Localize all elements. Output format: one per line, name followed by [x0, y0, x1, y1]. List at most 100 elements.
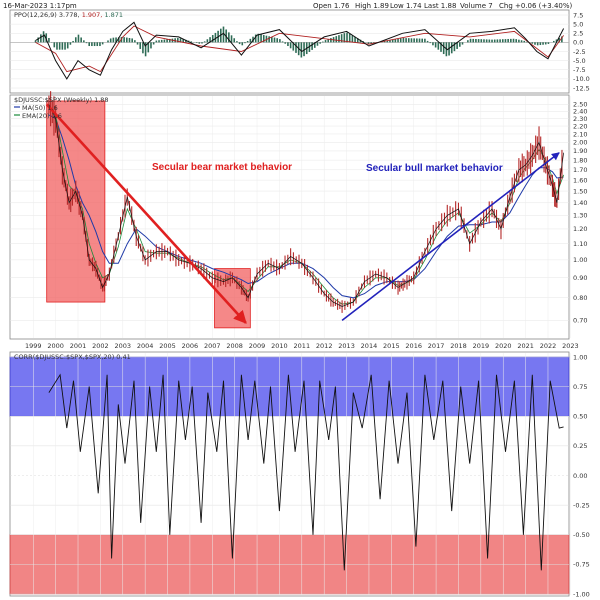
ppo-histogram-bar — [168, 38, 171, 43]
ppo-histogram-bar — [416, 38, 418, 43]
price-y-tick-label: 1.00 — [573, 256, 587, 264]
x-tick-label: 2006 — [182, 342, 199, 350]
ppo-histogram-bar — [424, 38, 426, 43]
ppo-histogram-bar — [493, 39, 496, 43]
ppo-histogram-bar — [72, 40, 74, 43]
ppo-histogram-bar — [166, 39, 168, 43]
x-tick-label: 2016 — [405, 342, 422, 350]
ppo-histogram-bar — [64, 42, 66, 50]
ppo-histogram-bar — [311, 42, 313, 50]
ppo-histogram-bar — [504, 39, 507, 43]
x-tick-label: 2008 — [226, 342, 243, 350]
price-y-tick-label: 0.90 — [573, 274, 587, 282]
price-y-tick-label: 0.70 — [573, 317, 587, 325]
price-y-tick-label: 1.70 — [573, 166, 587, 174]
ppo-histogram-bar — [190, 41, 193, 43]
ppo-histogram-bar — [158, 40, 160, 43]
ppo-histogram-bar — [83, 40, 85, 43]
ema20-legend: EMA(20) 1.6 — [22, 112, 62, 120]
ppo-y-tick-label: -5.0 — [573, 57, 586, 65]
corr-y-tick-label: 0.75 — [573, 383, 587, 391]
ppo-histogram-bar — [61, 42, 64, 50]
ppo-histogram-bar — [555, 39, 558, 43]
x-tick-label: 2018 — [450, 342, 467, 350]
price-y-tick-label: 2.20 — [573, 122, 587, 130]
ppo-histogram-bar — [93, 42, 96, 47]
x-tick-label: 2017 — [428, 342, 445, 350]
ppo-histogram-bar — [268, 36, 270, 43]
corr-y-tick-label: 0.00 — [573, 472, 587, 480]
x-tick-label: 2023 — [562, 342, 579, 350]
ppo-histogram-bar — [48, 37, 50, 43]
ma50-legend: MA(50) 1.6 — [22, 104, 58, 112]
ppo-histogram-bar — [303, 42, 305, 57]
ppo-histogram-bar — [201, 42, 203, 44]
ppo-histogram-bar — [45, 33, 48, 43]
ppo-histogram-bar — [257, 33, 260, 43]
ppo-histogram-bar — [163, 39, 166, 43]
x-tick-label: 2012 — [316, 342, 333, 350]
ppo-histogram-bar — [128, 37, 131, 43]
ppo-histogram-bar — [209, 37, 211, 43]
price-panel: 2.502.402.302.202.102.001.901.80 1.70 1.60… — [10, 91, 587, 338]
ppo-y-tick-label: 5.0 — [573, 20, 583, 28]
price-y-tick-label: 1.20 — [573, 225, 587, 233]
ppo-histogram-bar — [477, 39, 480, 43]
ppo-histogram-bar — [139, 42, 142, 49]
ppo-histogram-bar — [418, 38, 421, 43]
price-y-tick-label: 2.00 — [573, 139, 587, 147]
ppo-histogram-bar — [316, 42, 319, 46]
ppo-histogram-bar — [561, 36, 563, 43]
ppo-histogram-bar — [150, 42, 152, 49]
ppo-histogram-bar — [421, 38, 424, 43]
ppo-histogram-bar — [340, 34, 343, 43]
ppo-histogram-bar — [367, 42, 370, 44]
bull-annotation: Secular bull market behavior — [366, 163, 503, 174]
ppo-histogram-bar — [147, 42, 150, 53]
header-volume: Volume 7 — [460, 2, 493, 10]
ppo-histogram-bar — [330, 38, 332, 43]
price-y-tick-label: 2.30 — [573, 115, 587, 123]
x-tick-label: 2000 — [47, 342, 64, 350]
ppo-histogram-bar — [383, 41, 386, 43]
ppo-histogram-bar — [491, 39, 493, 43]
price-y-tick-label: 0.80 — [573, 294, 587, 302]
ppo-histogram-bar — [136, 42, 139, 45]
ppo-y-tick-label: 7.5 — [573, 11, 583, 19]
ppo-histogram-bar — [531, 42, 534, 44]
ppo-legend-signal: 1.907, — [82, 11, 103, 19]
ppo-histogram-bar — [536, 42, 539, 46]
bear-arrow — [45, 103, 247, 324]
corr-y-tick-label: -0.25 — [573, 501, 590, 509]
corr-panel: 1.00 0.75 0.50 0.25 0.00 -0.25 -0.50 -0.75 -1.00 — [9, 353, 590, 598]
ppo-histogram-bar — [501, 39, 504, 43]
price-y-tick-label: 1.30 — [573, 212, 587, 220]
bull-arrow — [341, 152, 560, 322]
ppo-histogram-bar — [254, 34, 257, 43]
ppo-histogram-bar — [228, 32, 230, 43]
ppo-histogram-bar — [179, 38, 182, 43]
ppo-histogram-bar — [88, 42, 91, 47]
ppo-histogram-bar — [53, 42, 56, 48]
ppo-histogram-bar — [397, 38, 399, 43]
ppo-histogram-bar — [115, 37, 117, 43]
ppo-histogram-bar — [526, 41, 528, 43]
ppo-histogram-bar — [544, 42, 547, 45]
ppo-histogram-bar — [472, 38, 475, 43]
x-tick-label: 2003 — [115, 342, 132, 350]
ppo-y-tick-label: -7.5 — [573, 66, 586, 74]
ppo-histogram-bar — [69, 42, 72, 45]
ppo-histogram-bar — [198, 42, 201, 44]
ppo-histogram-bar — [152, 42, 155, 45]
ppo-histogram-bar — [66, 42, 69, 49]
ppo-histogram-bar — [107, 40, 109, 43]
ppo-histogram-bar — [246, 41, 249, 43]
ppo-legend-hist: 1.871 — [104, 11, 123, 19]
ppo-histogram-bar — [58, 42, 61, 50]
ppo-histogram-bar — [56, 42, 58, 50]
ppo-histogram-bar — [85, 42, 88, 44]
ppo-histogram-bar — [99, 42, 101, 47]
ppo-histogram-bar — [469, 38, 472, 43]
ppo-histogram-bar — [370, 42, 372, 44]
